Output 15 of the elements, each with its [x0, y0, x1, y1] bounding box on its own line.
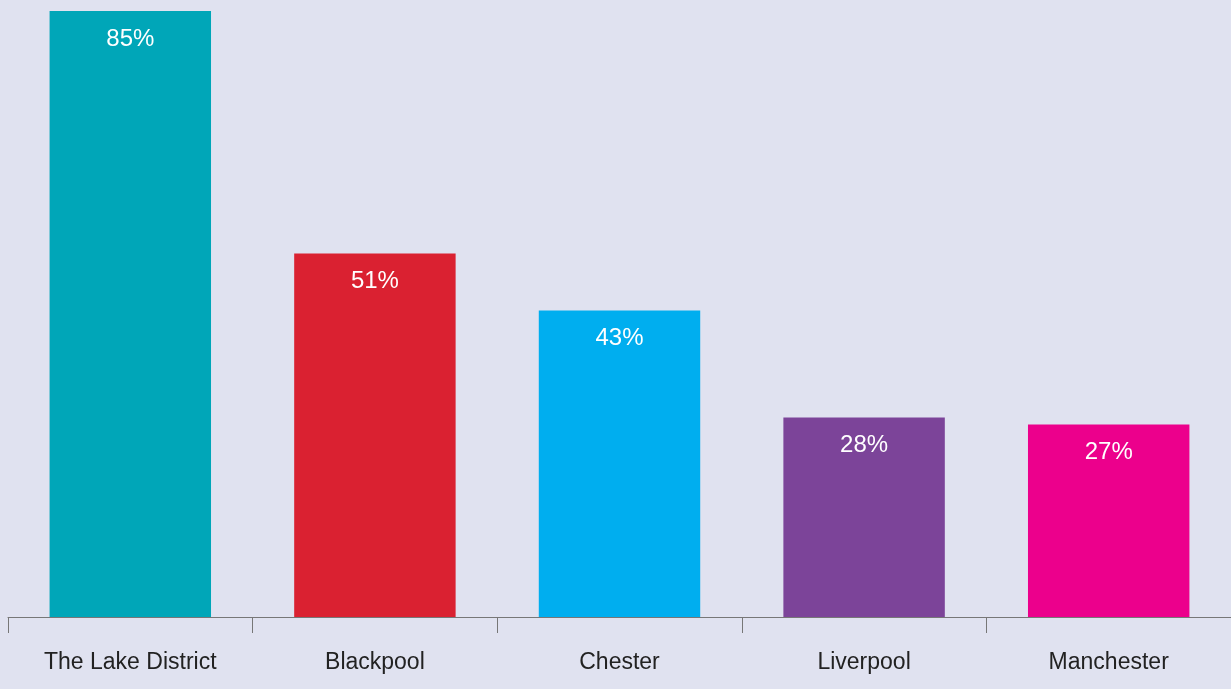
bar [294, 253, 456, 617]
data-label: 51% [350, 265, 399, 293]
x-tick-label: Manchester [1048, 647, 1170, 674]
x-tick-label: The Lake District [44, 647, 218, 674]
x-tick-label: Blackpool [325, 647, 425, 674]
bar [1027, 424, 1190, 617]
data-label: 43% [595, 322, 644, 350]
data-label: 85% [106, 23, 155, 51]
data-label: 28% [840, 429, 889, 457]
x-tick-label: Liverpool [817, 647, 911, 674]
bar [538, 310, 701, 617]
data-label: 27% [1084, 437, 1133, 465]
bar [49, 11, 212, 617]
x-tick-label: Chester [579, 647, 661, 674]
bar [783, 417, 945, 617]
